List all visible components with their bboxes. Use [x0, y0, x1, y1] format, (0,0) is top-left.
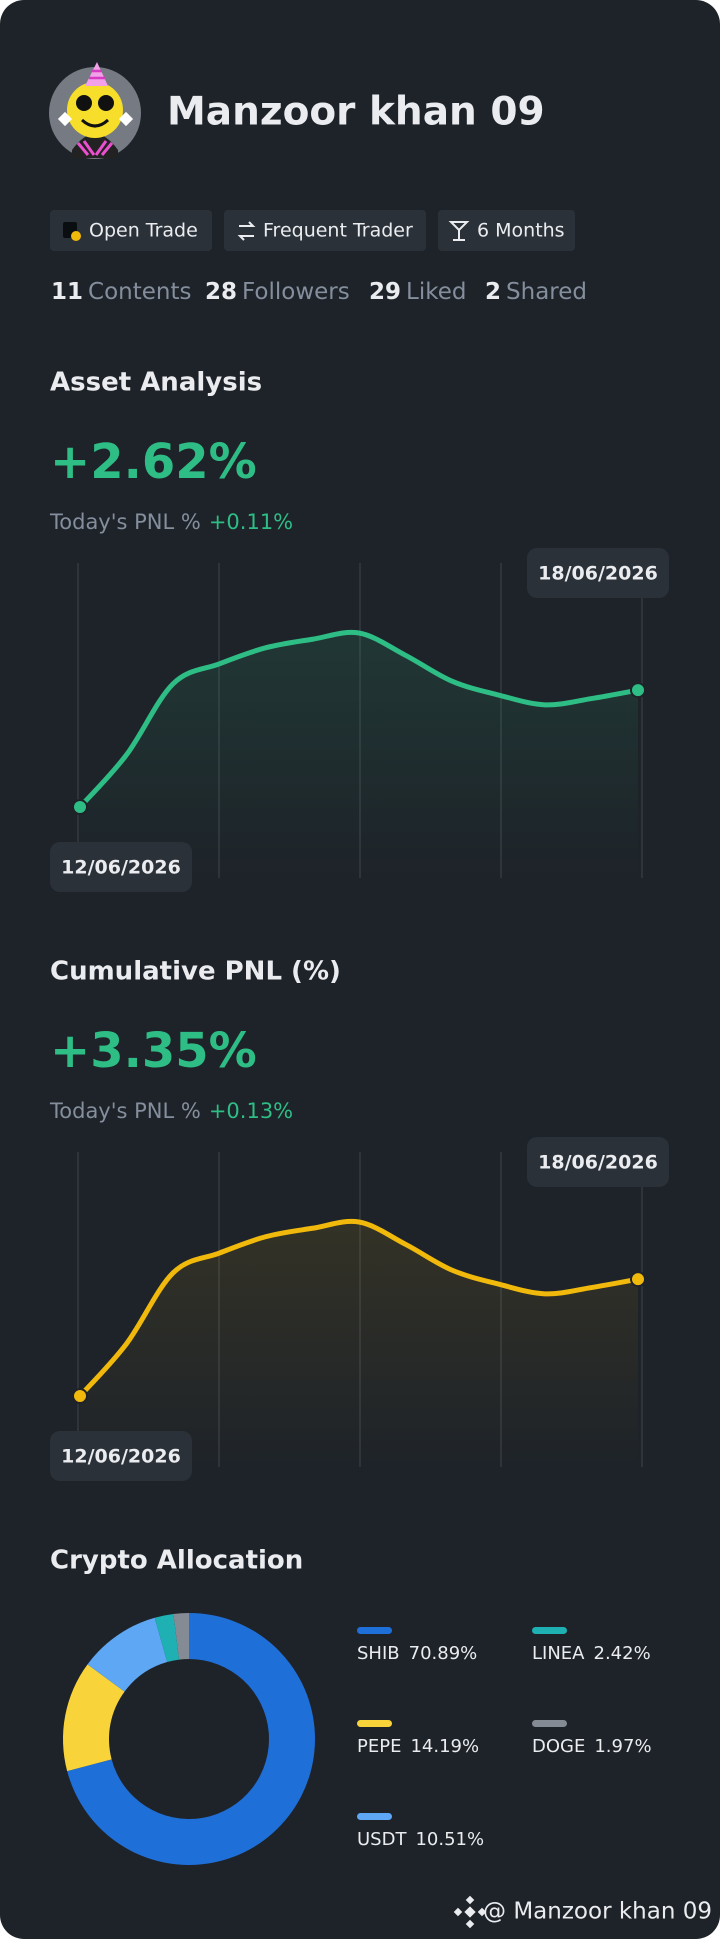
date-label: 12/06/2026 — [61, 857, 181, 879]
legend-swatch — [357, 1813, 392, 1820]
footer: @ Manzoor khan 09 — [453, 1895, 712, 1929]
date-label-box — [50, 1431, 192, 1481]
stats: 11 Contents 28 Followers 29 Liked 2 Shared — [51, 279, 587, 305]
date-label-box — [50, 842, 192, 892]
today-label: Today's PNL % — [49, 1099, 201, 1123]
line-area — [80, 1221, 638, 1467]
legend-name: LINEA — [532, 1643, 585, 1664]
legend-name: SHIB — [357, 1643, 400, 1664]
big-value: +2.62% — [50, 434, 257, 490]
legend-value: 2.42% — [594, 1643, 651, 1664]
line-chart: 12/06/2026 18/06/2026 — [50, 548, 669, 892]
footer-handle: @ Manzoor khan 09 — [483, 1899, 712, 1925]
legend-swatch — [532, 1627, 567, 1634]
section-title: Asset Analysis — [50, 368, 262, 398]
date-label: 18/06/2026 — [538, 563, 658, 585]
legend-entry: LINEA 2.42% — [532, 1643, 651, 1664]
line-point — [72, 799, 88, 815]
stat-label: Followers — [242, 279, 350, 305]
stat: 28 Followers — [205, 279, 350, 305]
legend-swatch — [357, 1627, 392, 1634]
line — [77, 629, 641, 810]
stat: 2 Shared — [485, 279, 587, 305]
stat-label: Shared — [506, 279, 587, 305]
line-chart: 12/06/2026 18/06/2026 — [50, 1137, 669, 1481]
badge — [224, 210, 426, 251]
date-label-box — [527, 548, 669, 598]
legend-value: 14.19% — [410, 1736, 479, 1757]
today-pnl: Today's PNL % +0.13% — [49, 1099, 293, 1123]
legend-value: 10.51% — [415, 1829, 484, 1850]
donut-chart: SHIB 70.89% PEPE 14.19% USDT 10.51% LINEA 2.42%… — [63, 1613, 652, 1866]
legend-name: USDT — [357, 1829, 407, 1850]
legend-entry: DOGE 1.97% — [532, 1736, 652, 1757]
stat: 11 Contents — [51, 279, 191, 305]
donut-slice — [173, 1613, 189, 1660]
donut-slice — [154, 1613, 180, 1663]
legend-entry: PEPE 14.19% — [357, 1736, 479, 1757]
legend-name: DOGE — [532, 1736, 585, 1757]
legend-swatch — [357, 1720, 392, 1727]
badge-label: 6 Months — [477, 220, 565, 242]
badges: Open Trade Frequent Trader 6 Months — [50, 210, 575, 251]
stat-value: 2 — [485, 279, 501, 305]
legend-name: PEPE — [357, 1736, 401, 1757]
line-point — [630, 1271, 646, 1288]
donut-slice — [63, 1664, 125, 1772]
stat-value: 29 — [369, 279, 401, 305]
legend-entry: USDT 10.51% — [357, 1829, 484, 1850]
date-label: 18/06/2026 — [538, 1152, 658, 1174]
legend-value: 1.97% — [594, 1736, 651, 1757]
donut-slice — [67, 1613, 315, 1866]
legend-swatch — [532, 1720, 567, 1727]
date-label-box — [527, 1137, 669, 1187]
line — [77, 1218, 641, 1399]
today-value: +0.11% — [209, 510, 293, 534]
section-title: Cumulative PNL (%) — [50, 957, 341, 987]
legend-entry: SHIB 70.89% — [357, 1643, 477, 1664]
section-title: Crypto Allocation — [50, 1546, 303, 1576]
today-pnl: Today's PNL % +0.11% — [49, 510, 293, 534]
line-point — [72, 1388, 88, 1404]
stat-value: 28 — [205, 279, 237, 305]
big-value: +3.35% — [50, 1023, 257, 1079]
stat-label: Liked — [406, 279, 466, 305]
profile-name: Manzoor khan 09 — [167, 90, 545, 135]
badge — [50, 210, 212, 251]
donut-slice — [87, 1617, 168, 1692]
stat-value: 11 — [51, 279, 83, 305]
avatar — [49, 62, 141, 159]
badge-label: Frequent Trader — [263, 220, 413, 242]
line-area — [80, 632, 638, 878]
stat-label: Contents — [88, 279, 191, 305]
legend-value: 70.89% — [409, 1643, 478, 1664]
today-label: Today's PNL % — [49, 510, 201, 534]
today-value: +0.13% — [209, 1099, 293, 1123]
badge — [438, 210, 575, 251]
stat: 29 Liked — [369, 279, 466, 305]
date-label: 12/06/2026 — [61, 1446, 181, 1468]
badge-label: Open Trade — [89, 220, 198, 242]
line-point — [630, 682, 646, 699]
